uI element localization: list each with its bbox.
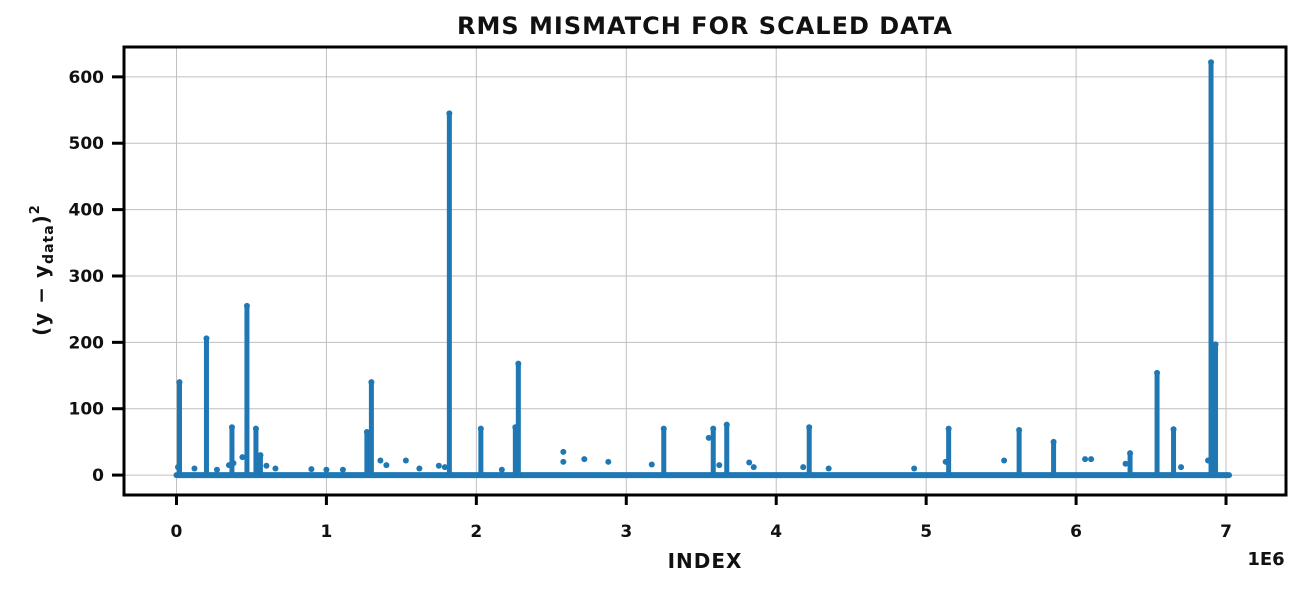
data-point xyxy=(377,457,384,464)
data-point xyxy=(648,461,655,468)
data-point xyxy=(191,465,198,472)
data-point xyxy=(441,464,448,471)
data-point xyxy=(705,434,712,441)
y-tick-label: 400 xyxy=(69,201,105,221)
data-point xyxy=(239,454,246,461)
data-point xyxy=(1154,369,1161,376)
x-axis-label: INDEX xyxy=(668,549,743,573)
data-point xyxy=(581,456,588,463)
y-tick-label: 100 xyxy=(69,400,105,420)
data-point xyxy=(477,425,484,432)
data-point xyxy=(363,428,370,435)
data-point xyxy=(272,465,279,472)
x-tick-label: 2 xyxy=(470,522,482,542)
data-point xyxy=(945,425,952,432)
x-tick-label: 4 xyxy=(770,522,782,542)
grid-layer xyxy=(124,47,1286,495)
y-axis-label-main: (y − y xyxy=(29,264,53,336)
data-point xyxy=(203,335,210,342)
data-point xyxy=(339,466,346,473)
data-point xyxy=(1016,426,1023,433)
data-point xyxy=(446,110,453,117)
data-point xyxy=(213,466,220,473)
data-point xyxy=(383,462,390,469)
data-point xyxy=(825,465,832,472)
data-point xyxy=(243,302,250,309)
x-tick-label: 7 xyxy=(1220,522,1232,542)
x-tick-label: 3 xyxy=(620,522,632,542)
data-point xyxy=(746,459,753,466)
tick-layer: 0 1 2 3 4 5 6 7 0 100 200 300 400 500 600 xyxy=(69,68,1232,542)
data-point xyxy=(723,421,730,428)
data-point xyxy=(402,457,409,464)
data-point xyxy=(225,462,232,469)
data-point xyxy=(1088,456,1095,463)
x-tick-label: 5 xyxy=(920,522,932,542)
chart-title: RMS MISMATCH FOR SCALED DATA xyxy=(457,12,953,40)
plot-frame xyxy=(122,45,1288,497)
data-point xyxy=(1122,460,1129,467)
y-tick-label: 600 xyxy=(69,68,105,88)
data-point xyxy=(605,458,612,465)
data-point xyxy=(660,425,667,432)
data-point xyxy=(498,466,505,473)
data-point xyxy=(368,379,375,386)
x-tick-label: 1 xyxy=(320,522,332,542)
y-axis-label-end: ) xyxy=(29,214,53,224)
data-point xyxy=(716,462,723,469)
data-point xyxy=(1212,341,1219,348)
y-axis-label-sup: 2 xyxy=(28,204,43,214)
y-tick-label: 300 xyxy=(69,267,105,287)
data-point xyxy=(1082,456,1089,463)
data-point xyxy=(806,424,813,431)
data-point xyxy=(308,466,315,473)
data-point xyxy=(323,466,330,473)
data-point xyxy=(560,458,567,465)
data-point xyxy=(710,425,717,432)
data-point xyxy=(911,465,918,472)
x-tick-label: 0 xyxy=(171,522,183,542)
data-point xyxy=(176,379,183,386)
data-layer xyxy=(173,59,1233,479)
data-point xyxy=(750,464,757,471)
data-point xyxy=(257,452,264,459)
y-tick-label: 0 xyxy=(92,466,104,486)
y-axis-label: (y − ydata)2 xyxy=(28,204,57,336)
x-tick-label: 6 xyxy=(1070,522,1082,542)
data-point xyxy=(174,464,181,471)
data-point xyxy=(416,465,423,472)
data-point xyxy=(942,458,949,465)
y-axis-label-sub: data xyxy=(41,224,57,264)
y-tick-label: 200 xyxy=(69,333,105,353)
data-point xyxy=(1205,457,1212,464)
y-tick-label: 500 xyxy=(69,134,105,154)
x-offset-label: 1E6 xyxy=(1247,549,1284,570)
data-point xyxy=(230,460,237,467)
data-point xyxy=(1178,464,1185,471)
data-point xyxy=(800,464,807,471)
data-point xyxy=(1001,457,1008,464)
data-point xyxy=(1050,438,1057,445)
data-point xyxy=(515,360,522,367)
data-point xyxy=(1208,59,1215,66)
data-point xyxy=(1170,426,1177,433)
data-point xyxy=(263,462,270,469)
data-point xyxy=(560,448,567,455)
data-point xyxy=(252,425,259,432)
data-point xyxy=(435,462,442,469)
data-point xyxy=(228,424,235,431)
data-point xyxy=(1127,450,1134,457)
